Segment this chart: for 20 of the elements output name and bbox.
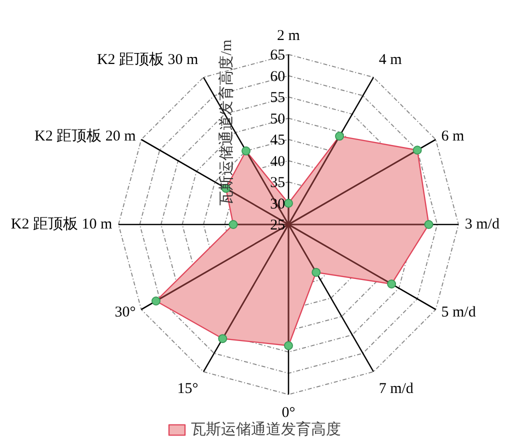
y-tick-label: 65 bbox=[270, 48, 286, 64]
spoke-label: 5 m/d bbox=[441, 304, 476, 321]
spoke-label: K2 距顶板 20 m bbox=[34, 127, 136, 144]
spoke-label: 0° bbox=[282, 405, 296, 422]
spoke-label: 30° bbox=[114, 304, 136, 321]
y-tick-label: 60 bbox=[270, 68, 286, 85]
spoke-label: 3 m/d bbox=[464, 216, 500, 232]
y-tick-label: 55 bbox=[270, 90, 286, 106]
text: 瓦斯运储通道发育高度/m bbox=[218, 39, 235, 206]
spoke-label: 2 m bbox=[277, 28, 300, 44]
spoke-label: 6 m bbox=[441, 128, 464, 144]
spoke-label: K2 距顶板 10 m bbox=[10, 216, 112, 232]
y-tick-label: 50 bbox=[270, 111, 286, 128]
spoke-label: K2 距顶板 30 m bbox=[96, 51, 199, 68]
y-tick-label: 45 bbox=[270, 132, 286, 148]
legend-label: 瓦斯运储通道发育高度 bbox=[191, 420, 341, 439]
spoke-label: 7 m/d bbox=[378, 380, 414, 397]
spoke-label: 4 m bbox=[378, 52, 402, 68]
spoke-label: 15° bbox=[177, 380, 198, 397]
y-tick-label: 40 bbox=[270, 154, 286, 170]
